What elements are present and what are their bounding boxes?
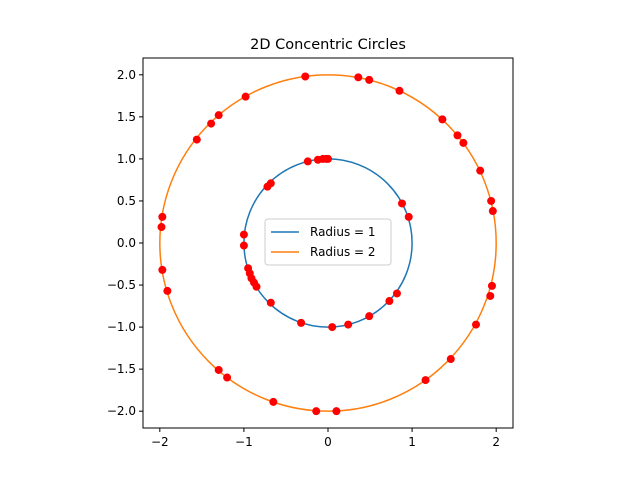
y-tick-label: −2.0 (107, 404, 136, 418)
data-point (252, 282, 261, 291)
data-point (354, 73, 363, 82)
data-point (488, 207, 497, 216)
data-point (446, 355, 455, 364)
data-point (328, 323, 337, 332)
y-tick-label: 2.0 (117, 68, 136, 82)
data-point (214, 365, 223, 374)
y-tick-label: −1.5 (107, 362, 136, 376)
data-point (158, 265, 167, 274)
data-point (487, 281, 496, 290)
data-point (395, 86, 404, 95)
y-tick-label: 1.5 (117, 110, 136, 124)
legend-label: Radius = 2 (310, 245, 376, 259)
legend-box (264, 218, 392, 266)
data-point (192, 135, 201, 144)
data-point (239, 241, 248, 250)
data-point (163, 286, 172, 295)
x-tick-label: 2 (492, 435, 500, 449)
data-point (459, 138, 468, 147)
data-point (266, 179, 275, 188)
y-axis: −2.0 −1.5 −1.0 −0.5 0.0 0.5 1.0 1.5 2.0 (107, 68, 143, 418)
legend-label: Radius = 1 (310, 225, 376, 239)
data-point (241, 92, 250, 101)
data-point (421, 376, 430, 385)
data-point (472, 320, 480, 329)
data-point (214, 111, 223, 120)
data-point (344, 320, 353, 329)
data-point (297, 318, 306, 327)
x-tick-label: −1 (235, 435, 253, 449)
data-point (223, 373, 232, 382)
data-point (239, 230, 248, 239)
data-point (158, 212, 167, 221)
chart-title: 2D Concentric Circles (250, 37, 406, 53)
data-point (404, 212, 413, 221)
data-point (398, 199, 406, 208)
data-point (365, 312, 374, 321)
data-point (207, 119, 216, 128)
y-tick-label: 1.0 (117, 152, 136, 166)
data-point (486, 291, 495, 300)
data-point (301, 72, 310, 81)
data-point (453, 131, 462, 140)
legend: Radius = 1 Radius = 2 (264, 218, 392, 266)
y-tick-label: −1.0 (107, 320, 136, 334)
points-layer (157, 72, 497, 416)
data-point (303, 157, 312, 166)
data-point (157, 223, 166, 232)
x-axis: −2 −1 0 1 2 (151, 428, 500, 449)
data-point (269, 397, 278, 406)
data-point (438, 115, 447, 124)
data-point (332, 407, 341, 416)
data-point (392, 289, 401, 298)
data-point (312, 407, 321, 416)
data-point (365, 75, 374, 84)
data-point (266, 298, 275, 307)
y-tick-label: −0.5 (107, 278, 136, 292)
x-tick-label: 1 (408, 435, 416, 449)
y-tick-label: 0.0 (117, 236, 136, 250)
data-point (324, 154, 332, 163)
x-tick-label: −2 (151, 435, 169, 449)
y-tick-label: 0.5 (117, 194, 136, 208)
series-circle-1 (159, 74, 497, 412)
data-point (476, 166, 485, 175)
x-tick-label: 0 (324, 435, 332, 449)
data-point (487, 196, 496, 205)
data-point (385, 297, 394, 306)
